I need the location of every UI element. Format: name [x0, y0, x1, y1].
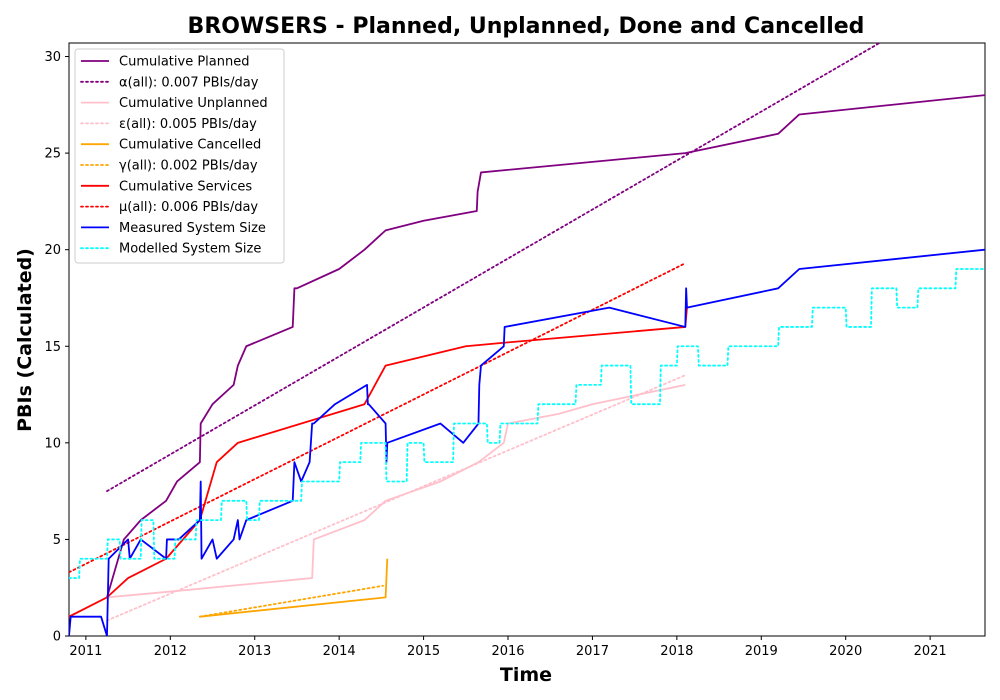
- legend-label-modelled-system-size: Modelled System Size: [119, 242, 261, 257]
- x-tick-label: 2013: [238, 644, 271, 659]
- legend-label-all-0-005-pbis-day: ε(all): 0.005 PBIs/day: [119, 117, 257, 132]
- series-line-2-cumulative-unplanned: [69, 384, 686, 618]
- y-tick-label: 0: [53, 630, 61, 645]
- series-line-0-cumulative-planned: [106, 94, 985, 598]
- legend-label-all-0-007-pbis-day: α(all): 0.007 PBIs/day: [119, 75, 259, 90]
- x-axis-label: Time: [500, 664, 552, 686]
- series-line-5-all-0-002-pbis-day: [198, 584, 384, 618]
- x-tick-label: 2017: [576, 644, 609, 659]
- series-line-8-measured-system-size: [69, 248, 985, 636]
- legend-label-cumulative-services: Cumulative Services: [119, 179, 252, 194]
- x-tick-label: 2020: [829, 644, 862, 659]
- x-tick-label: 2019: [745, 644, 778, 659]
- x-axis-ticks: 2011 2012 2013 2014 2015 2016 2017 2018 2019 2020…: [69, 636, 947, 659]
- series-line-7-all-0-006-pbis-day: [69, 262, 687, 574]
- legend-box: [74, 48, 285, 264]
- series-line-9-modelled-system-size: [69, 268, 985, 579]
- y-axis-label: PBIs (Calculated): [14, 248, 36, 432]
- x-tick-label: 2018: [660, 644, 693, 659]
- y-tick-label: 10: [44, 436, 61, 451]
- plot-frame: [68, 42, 986, 637]
- legend-label-all-0-002-pbis-day: γ(all): 0.002 PBIs/day: [119, 159, 258, 174]
- legend-label-measured-system-size: Measured System Size: [119, 221, 266, 236]
- legend-label-cumulative-cancelled: Cumulative Cancelled: [119, 138, 261, 153]
- x-tick-label: 2016: [491, 644, 524, 659]
- series-line-6-cumulative-services: [69, 307, 688, 618]
- y-tick-label: 20: [44, 243, 61, 258]
- y-axis-ticks: 0 5 10 15 20 25 30: [44, 50, 69, 645]
- series-layer: [69, 43, 985, 636]
- y-tick-label: 25: [44, 147, 61, 162]
- y-tick-label: 30: [44, 50, 61, 65]
- legend-label-cumulative-planned: Cumulative Planned: [119, 55, 249, 70]
- chart-title: BROWSERS - Planned, Unplanned, Done and …: [188, 14, 865, 39]
- series-line-1-all-0-007-pbis-day: [106, 43, 881, 493]
- plot-area: 2011 2012 2013 2014 2015 2016 2017 2018 2019 2020…: [44, 42, 986, 659]
- legend: Cumulative Planned α(all): 0.007 PBIs/day…: [74, 48, 285, 264]
- x-tick-label: 2011: [69, 644, 102, 659]
- y-tick-label: 15: [44, 340, 61, 355]
- series-line-3-all-0-005-pbis-day: [106, 374, 687, 622]
- x-tick-label: 2015: [407, 644, 440, 659]
- x-tick-label: 2021: [914, 644, 947, 659]
- legend-label-all-0-006-pbis-day: μ(all): 0.006 PBIs/day: [119, 200, 258, 215]
- series-line-4-cumulative-cancelled: [199, 558, 389, 618]
- legend-label-cumulative-unplanned: Cumulative Unplanned: [119, 96, 268, 111]
- x-tick-label: 2014: [323, 644, 356, 659]
- y-tick-label: 5: [53, 533, 61, 548]
- x-tick-label: 2012: [154, 644, 187, 659]
